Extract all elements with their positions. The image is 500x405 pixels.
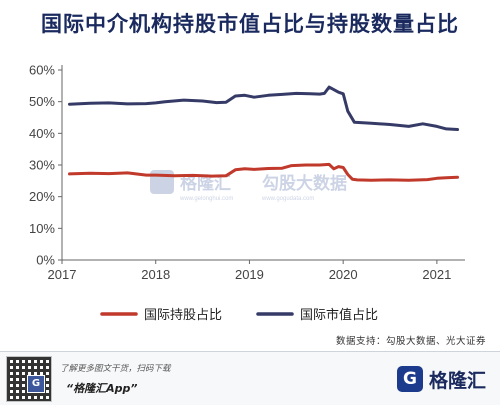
- line-chart: 格隆汇 www.gelonghui.com 勾股大数据 www.gogudata…: [29, 63, 465, 323]
- axes: 0% 10% 20% 30% 40% 50% 60% 2017 2018 2019 2020 2021: [29, 63, 465, 282]
- x-tick-label: 2020: [329, 267, 358, 282]
- watermark-name: 格隆汇: [180, 173, 231, 194]
- series-layer: [68, 85, 459, 182]
- legend: 国际持股占比 国际市值占比: [100, 307, 378, 323]
- footer-divider: [0, 351, 500, 352]
- series-line-2: [68, 85, 459, 131]
- footer-app-name[interactable]: “格隆汇App”: [66, 382, 138, 395]
- y-tick-label: 40%: [29, 126, 55, 141]
- brand-icon: G: [396, 366, 423, 392]
- x-tick-label: 2021: [422, 267, 451, 282]
- y-tick-label: 20%: [29, 189, 55, 204]
- x-tick-label: 2018: [141, 267, 170, 282]
- y-tick-label: 60%: [29, 63, 55, 78]
- footer-download-hint: 了解更多图文干货，扫码下载: [60, 364, 171, 374]
- footer-bar: G 了解更多图文干货，扫码下载 “格隆汇App” G 格隆汇: [0, 352, 500, 405]
- watermark-site: www.gelonghui.com: [179, 196, 233, 202]
- series-line-1: [68, 162, 459, 182]
- watermark: 格隆汇 www.gelonghui.com 勾股大数据 www.gogudata…: [150, 170, 347, 202]
- brand-logo[interactable]: G 格隆汇: [396, 362, 486, 396]
- legend-label-2: 国际市值占比: [300, 307, 378, 323]
- chart-title: 国际中介机构持股市值占比与持股数量占比: [41, 12, 459, 36]
- qr-code-icon[interactable]: G: [6, 356, 52, 402]
- watermark-secondary: 勾股大数据: [262, 173, 347, 194]
- x-tick-label: 2019: [235, 267, 264, 282]
- x-tick-label: 2017: [48, 267, 77, 282]
- qr-center-logo-icon: G: [27, 375, 45, 393]
- watermark-secondary-site: www.gogudata.com: [261, 196, 314, 202]
- y-tick-label: 0%: [36, 253, 55, 268]
- brand-name: 格隆汇: [428, 369, 486, 392]
- legend-label-1: 国际持股占比: [144, 308, 222, 323]
- y-tick-label: 10%: [29, 221, 55, 236]
- source-note: 数据支持：勾股大数据、光大证券: [335, 336, 486, 347]
- y-tick-label: 30%: [29, 158, 55, 173]
- y-tick-label: 50%: [29, 94, 55, 109]
